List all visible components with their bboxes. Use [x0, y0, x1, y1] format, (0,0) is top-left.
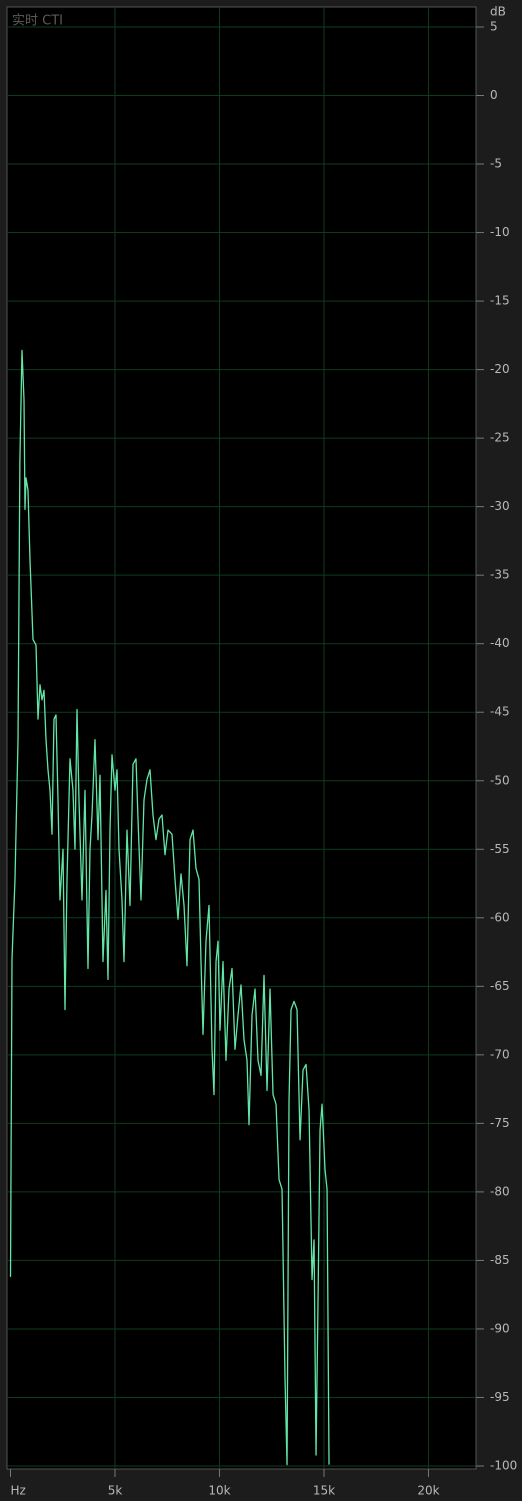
x-tick-label: 20k: [417, 1484, 439, 1498]
y-tick-label: -55: [490, 842, 510, 856]
y-tick-label: -45: [490, 705, 510, 719]
y-tick-label: -90: [490, 1321, 510, 1335]
y-tick-label: -60: [490, 910, 510, 924]
x-tick-label: 15k: [313, 1484, 335, 1498]
y-tick-label: -100: [490, 1459, 517, 1473]
y-axis-label: dB: [490, 5, 506, 19]
y-tick-label: -85: [490, 1253, 510, 1267]
x-tick-label: 10k: [208, 1484, 230, 1498]
spectrum-line: [9, 349, 330, 1466]
y-tick-label: -65: [490, 979, 510, 993]
y-tick-label: 5: [490, 19, 498, 33]
y-tick-label: -25: [490, 431, 510, 445]
y-tick-label: -95: [490, 1390, 510, 1404]
y-tick-label: -10: [490, 225, 510, 239]
y-tick-label: -75: [490, 1116, 510, 1130]
plot-frame: [6, 6, 477, 1470]
y-tick-label: -40: [490, 636, 510, 650]
x-tick-label: 5k: [108, 1484, 123, 1498]
y-tick-label: -5: [490, 157, 502, 171]
y-tick-label: -30: [490, 499, 510, 513]
x-tick-label: Hz: [11, 1484, 26, 1498]
y-tick-label: -15: [490, 294, 510, 308]
y-tick-label: -20: [490, 362, 510, 376]
y-tick-label: -80: [490, 1184, 510, 1198]
chart-title: 实时 CTI: [12, 14, 63, 29]
y-tick-label: -70: [490, 1047, 510, 1061]
y-tick-label: -50: [490, 773, 510, 787]
y-tick-label: 0: [490, 88, 498, 102]
y-tick-label: -35: [490, 568, 510, 582]
